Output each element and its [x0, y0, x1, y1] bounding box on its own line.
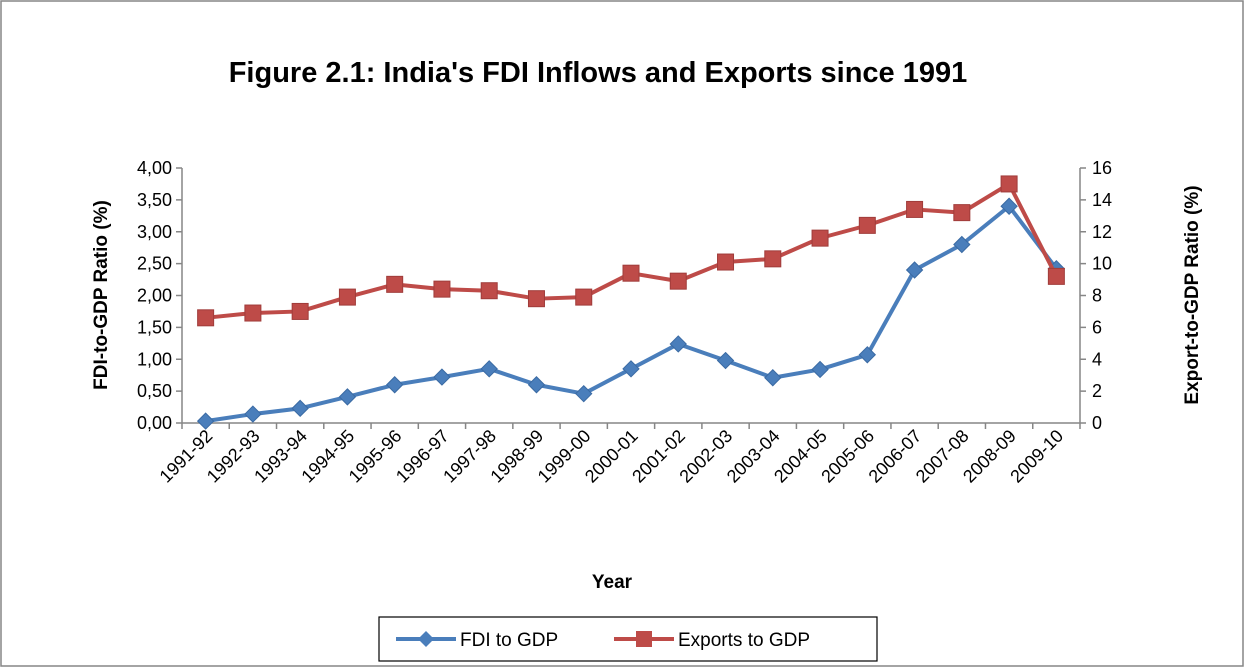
right-y-tick-label: 16 — [1092, 158, 1112, 178]
data-point-square — [811, 229, 829, 247]
series-exports-to-gdp — [197, 175, 1065, 327]
left-y-tick-label: 3,00 — [137, 222, 172, 242]
data-point-square — [480, 282, 498, 300]
legend: FDI to GDP Exports to GDP — [378, 616, 878, 662]
data-point-diamond — [905, 261, 924, 279]
left-y-tick-label: 1,00 — [137, 349, 172, 369]
data-point-diamond — [716, 351, 735, 370]
series-layer — [196, 175, 1066, 430]
legend-item: Exports to GDP — [614, 630, 810, 651]
data-point-diamond — [575, 384, 593, 403]
data-point-diamond — [953, 235, 971, 254]
chart-title: Figure 2.1: India's FDI Inflows and Expo… — [229, 57, 968, 89]
data-point-square — [764, 250, 782, 268]
left-y-tick-label: 3,50 — [137, 190, 172, 210]
data-point-square — [1047, 267, 1065, 285]
left-y-axis-title: FDI-to-GDP Ratio (%) — [91, 200, 112, 390]
right-y-tick-label: 8 — [1092, 286, 1102, 306]
data-point-square — [433, 280, 451, 298]
left-y-tick-label: 0,00 — [137, 413, 172, 433]
legend-marker-diamond — [418, 631, 434, 647]
data-point-diamond — [764, 369, 782, 387]
right-y-tick-label: 4 — [1092, 349, 1102, 369]
data-point-diamond — [244, 405, 262, 423]
data-point-square — [622, 264, 640, 282]
right-y-tick-label: 0 — [1092, 413, 1102, 433]
data-point-square — [906, 200, 924, 218]
legend-item: FDI to GDP — [396, 630, 558, 651]
legend-label: FDI to GDP — [460, 630, 558, 651]
data-point-square — [953, 204, 971, 222]
left-y-tick-label: 4,00 — [137, 158, 172, 178]
data-point-diamond — [385, 376, 404, 394]
data-point-square — [858, 216, 876, 234]
right-y-tick-label: 12 — [1092, 222, 1112, 242]
data-point-diamond — [527, 376, 546, 394]
data-point-diamond — [811, 360, 829, 379]
data-point-square — [717, 253, 735, 271]
data-point-diamond — [291, 399, 309, 418]
data-point-diamond — [622, 360, 640, 378]
data-point-square — [338, 288, 356, 306]
data-point-square — [527, 290, 545, 308]
data-point-square — [244, 304, 262, 322]
data-point-diamond — [196, 412, 215, 430]
right-y-tick-labels: 0 2 4 6 8 10 12 14 16 — [1080, 158, 1112, 433]
data-point-diamond — [669, 335, 687, 353]
data-point-diamond — [858, 346, 877, 364]
left-y-tick-label: 0,50 — [137, 381, 172, 401]
right-y-tick-label: 14 — [1092, 190, 1112, 210]
right-y-axis-title: Export-to-GDP Ratio (%) — [1182, 185, 1203, 404]
data-point-square — [1000, 175, 1018, 193]
x-axis-title: Year — [592, 572, 633, 593]
data-point-square — [291, 302, 309, 320]
left-y-tick-label: 1,50 — [137, 317, 172, 337]
data-point-diamond — [433, 368, 451, 386]
legend-label: Exports to GDP — [678, 630, 810, 651]
data-point-diamond — [480, 360, 498, 378]
left-y-tick-labels: 0,00 0,50 1,00 1,50 2,00 2,50 3,00 3,50 4,00 — [137, 158, 182, 433]
left-y-tick-label: 2,50 — [137, 254, 172, 274]
data-point-square — [386, 275, 404, 293]
right-y-tick-label: 6 — [1092, 317, 1102, 337]
data-point-square — [575, 288, 593, 306]
right-y-tick-label: 10 — [1092, 254, 1112, 274]
data-point-diamond — [1000, 197, 1018, 215]
data-point-square — [669, 272, 687, 290]
left-y-tick-label: 2,00 — [137, 286, 172, 306]
data-point-square — [197, 309, 215, 327]
data-point-diamond — [338, 388, 357, 406]
legend-marker-square — [636, 631, 652, 647]
right-y-tick-label: 2 — [1092, 381, 1102, 401]
